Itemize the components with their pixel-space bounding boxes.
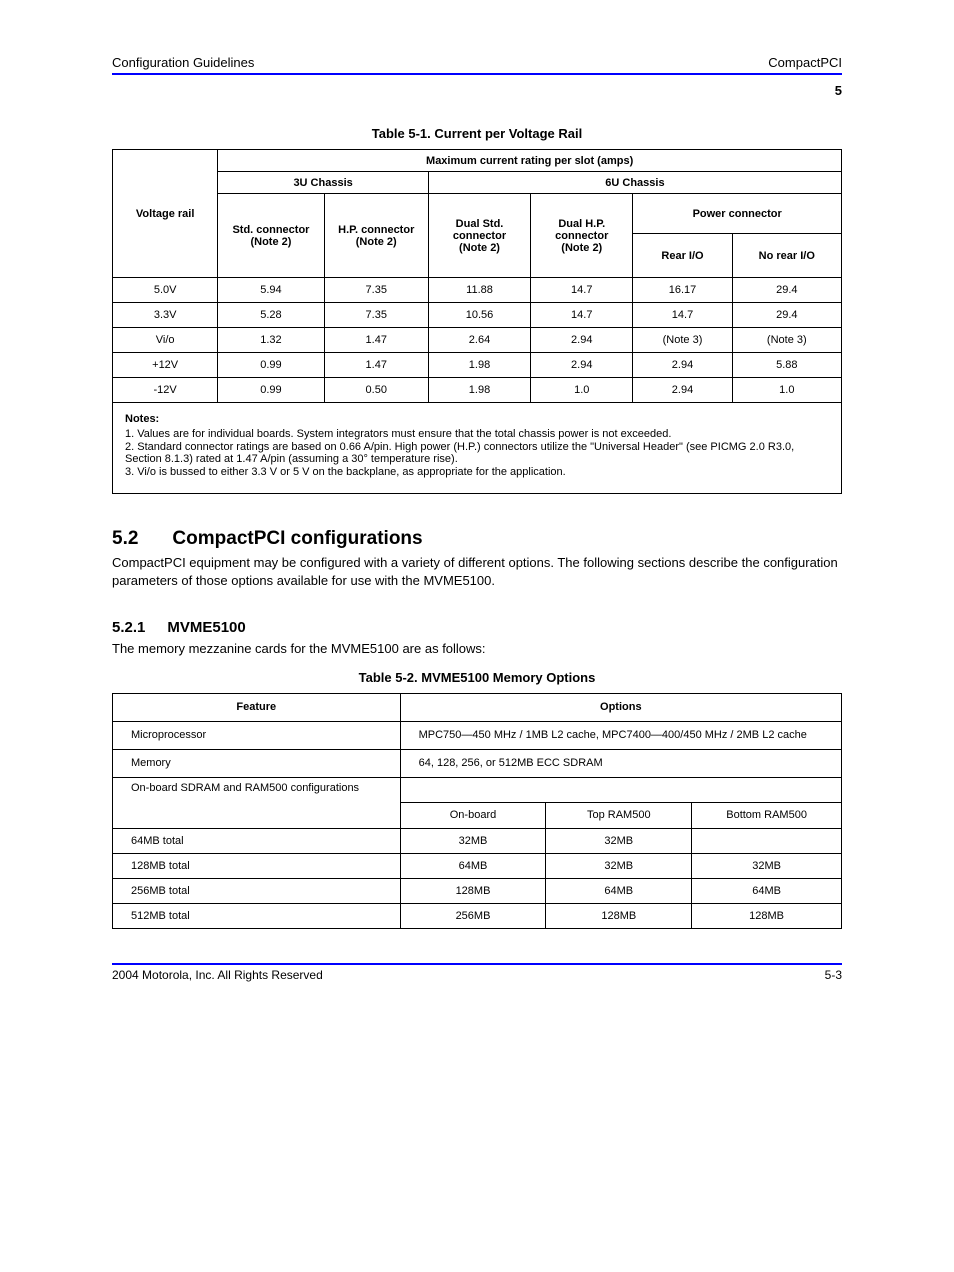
table-row: 5.0V5.947.3511.8814.716.1729.4 <box>113 278 842 303</box>
table-row: Memory 64, 128, 256, or 512MB ECC SDRAM <box>113 749 842 777</box>
notes-title: Notes: <box>125 413 829 425</box>
subheading-5-2-1: 5.2.1MVME5100 <box>112 619 842 636</box>
t1-group-header: Maximum current rating per slot (amps) <box>218 150 842 172</box>
table2-caption: Table 5-2. MVME5100 Memory Options <box>112 670 842 685</box>
table-row: 512MB total256MB128MB128MB <box>113 903 842 928</box>
table-row: 128MB total64MB32MB32MB <box>113 853 842 878</box>
header-left: Configuration Guidelines <box>112 55 254 70</box>
table-row: Microprocessor MPC750—450 MHz / 1MB L2 c… <box>113 721 842 749</box>
sub-5-2-1-body: The memory mezzanine cards for the MVME5… <box>112 640 842 658</box>
t2-col-options: Options <box>400 693 841 721</box>
table-row: 3.3V5.287.3510.5614.714.729.4 <box>113 303 842 328</box>
header-right: CompactPCI <box>768 55 842 70</box>
t1-col0-header: Voltage rail <box>113 150 218 278</box>
table-memory-options: Feature Options Microprocessor MPC750—45… <box>112 693 842 929</box>
table-current-per-voltage: Voltage rail Maximum current rating per … <box>112 149 842 403</box>
table-row: 64MB total32MB32MB <box>113 828 842 853</box>
table-row: On-board SDRAM and RAM500 configurations <box>113 777 842 802</box>
t1-subgroup-b: 6U Chassis <box>428 172 841 194</box>
section-heading-5-2: 5.2CompactPCI configurations <box>112 528 842 550</box>
note-line: 2. Standard connector ratings are based … <box>125 441 829 465</box>
note-line: 1. Values are for individual boards. Sys… <box>125 428 829 440</box>
table-row: Vi/o1.321.472.642.94(Note 3)(Note 3) <box>113 328 842 353</box>
t1-h-b3a: Rear I/O <box>633 234 732 278</box>
page-header: Configuration Guidelines CompactPCI <box>112 55 842 75</box>
section-5-2-body: CompactPCI equipment may be configured w… <box>112 554 842 589</box>
page-footer: 2004 Motorola, Inc. All Rights Reserved … <box>112 963 842 982</box>
t1-h-a1: Std. connector(Note 2) <box>218 194 324 278</box>
t1-h-b1: Dual Std. connector(Note 2) <box>428 194 530 278</box>
t2-col-feature: Feature <box>113 693 401 721</box>
table-row: +12V0.991.471.982.942.945.88 <box>113 353 842 378</box>
footer-page-number: 5-3 <box>825 968 842 982</box>
t1-subgroup-a: 3U Chassis <box>218 172 429 194</box>
table-row: -12V0.990.501.981.02.941.0 <box>113 378 842 403</box>
note-line: 3. Vi/o is bussed to either 3.3 V or 5 V… <box>125 466 829 478</box>
t1-h-b2: Dual H.P. connector(Note 2) <box>531 194 633 278</box>
footer-copyright: 2004 Motorola, Inc. All Rights Reserved <box>112 968 323 982</box>
t1-h-b3g: Power connector <box>633 194 842 234</box>
table-row: 256MB total128MB64MB64MB <box>113 878 842 903</box>
section-number: 5 <box>112 83 842 98</box>
t1-h-a2: H.P. connector(Note 2) <box>324 194 428 278</box>
table1-notes: Notes: 1. Values are for individual boar… <box>112 403 842 494</box>
t1-h-b3b: No rear I/O <box>732 234 841 278</box>
table1-caption: Table 5-1. Current per Voltage Rail <box>112 126 842 141</box>
